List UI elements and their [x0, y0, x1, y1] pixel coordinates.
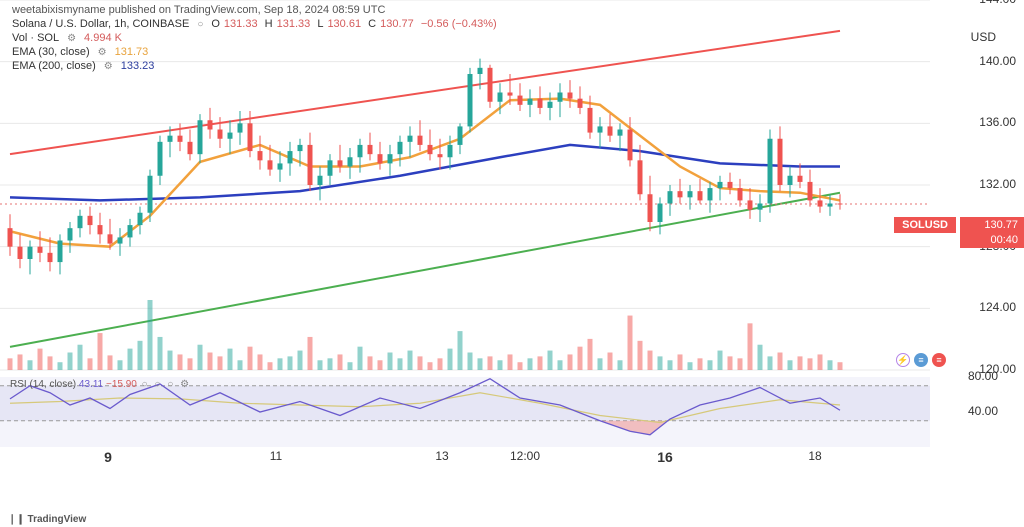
rsi-settings-icon[interactable]: ○	[167, 379, 173, 390]
tradingview-credit: ❘❙ TradingView	[8, 514, 86, 525]
gear-icon[interactable]: ⚙	[67, 33, 76, 44]
rsi-settings-icon[interactable]: ○	[142, 379, 148, 390]
ohlc: O131.33 H131.33 L130.61 C130.77 −0.56 (−…	[211, 18, 500, 30]
countdown-badge: 00:40	[960, 232, 1024, 248]
y-axis-title: USD	[971, 30, 996, 44]
ema30-row: EMA (30, close) ⚙ 131.73	[12, 46, 501, 58]
rsi-panel[interactable]: RSI (14, close) 43.11 −15.90 ○ ○ ○ ⚙ 40.…	[0, 377, 930, 447]
symbol-row: Solana / U.S. Dollar, 1h, COINBASE ○ O13…	[12, 18, 501, 30]
volume-row: Vol · SOL ⚙ 4.994 K	[12, 32, 501, 44]
rsi-header: RSI (14, close) 43.11 −15.90 ○ ○ ○ ⚙	[10, 379, 191, 390]
ema200-row: EMA (200, close) ⚙ 133.23	[12, 60, 501, 72]
publisher-line: weetabixismyname published on TradingVie…	[12, 4, 501, 16]
price-badge: 130.77	[960, 217, 1024, 233]
time-x-axis: 9111312:001618	[0, 449, 930, 479]
indicator-icons[interactable]: ⚡ ≡ ≡	[896, 353, 946, 367]
gear-icon[interactable]: ⚙	[180, 379, 189, 390]
gear-icon[interactable]: ○	[197, 19, 203, 30]
symbol-badge: SOLUSD	[894, 217, 956, 233]
rsi-settings-icon[interactable]: ○	[154, 379, 160, 390]
gear-icon[interactable]: ⚙	[104, 61, 113, 72]
gear-icon[interactable]: ⚙	[98, 47, 107, 58]
price-y-axis: 120.00124.00128.00132.00136.00140.00144.…	[954, 0, 1024, 380]
